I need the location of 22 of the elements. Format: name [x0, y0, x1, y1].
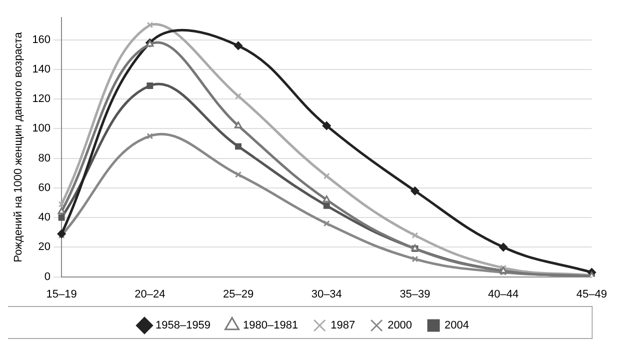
x-tick-label: 15–19: [46, 288, 77, 300]
y-tick-label: 120: [32, 93, 51, 106]
x-tick-label: 30–34: [311, 288, 342, 300]
legend-label: 1980–1981: [243, 320, 298, 332]
y-axis-title: Рождений на 1000 женщин данного возраста: [12, 31, 25, 262]
y-tick-label: 140: [32, 63, 51, 76]
legend-label: 2000: [388, 320, 412, 332]
x-tick-label: 45–49: [576, 288, 608, 300]
x-tick-label: 40–44: [488, 288, 519, 300]
x-tick-label: 25–29: [222, 288, 254, 300]
legend-label: 1987: [330, 320, 356, 332]
legend-label: 1958–1959: [155, 320, 211, 332]
y-tick-label: 0: [44, 270, 51, 283]
y-tick-label: 100: [32, 122, 51, 135]
legend-label: 2004: [444, 320, 470, 332]
y-tick-label: 40: [38, 212, 51, 224]
y-tick-label: 60: [38, 182, 51, 194]
y-tick-label: 160: [32, 34, 51, 46]
x-tick-label: 35–39: [400, 288, 430, 300]
y-tick-label: 20: [38, 241, 51, 254]
y-tick-label: 80: [38, 152, 51, 164]
x-tick-label: 20–24: [134, 288, 166, 300]
